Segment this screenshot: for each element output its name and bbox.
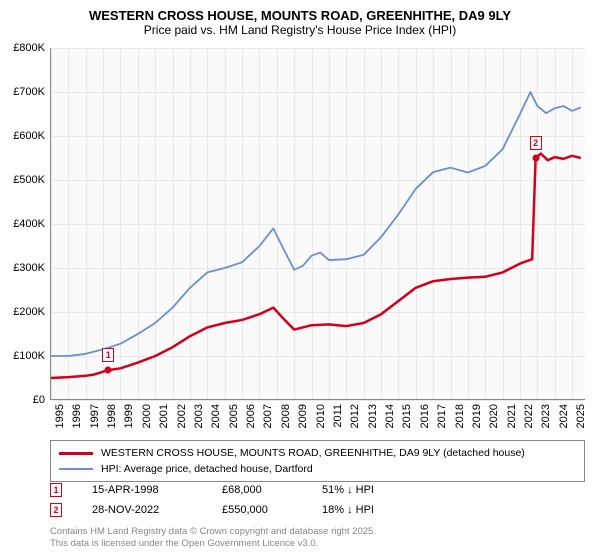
x-tick-label: 1999 (123, 404, 135, 434)
table-price: £68,000 (222, 484, 322, 496)
sale-marker-box: 1 (102, 348, 114, 362)
x-tick-label: 2024 (558, 404, 570, 434)
x-tick-label: 1998 (106, 404, 118, 434)
x-tick-label: 2021 (506, 404, 518, 434)
x-tick-label: 2008 (280, 404, 292, 434)
x-tick-label: 2010 (315, 404, 327, 434)
x-tick-label: 2011 (332, 404, 344, 434)
x-tick-label: 2019 (471, 404, 483, 434)
title-block: WESTERN CROSS HOUSE, MOUNTS ROAD, GREENH… (0, 0, 600, 41)
y-tick-label: £300K (5, 262, 45, 274)
x-tick-label: 2025 (575, 404, 587, 434)
x-tick-label: 2001 (158, 404, 170, 434)
y-tick-label: £600K (5, 130, 45, 142)
footer-line2: This data is licensed under the Open Gov… (50, 538, 585, 550)
legend-row: HPI: Average price, detached house, Dart… (59, 461, 576, 477)
x-tick-label: 2003 (193, 404, 205, 434)
table-pct: 51% ↓ HPI (322, 484, 402, 496)
y-tick-label: £0 (5, 394, 45, 406)
table-marker-box: 2 (50, 503, 62, 517)
table-row: 2 28-NOV-2022£550,00018% ↓ HPI (50, 500, 585, 520)
title-line1: WESTERN CROSS HOUSE, MOUNTS ROAD, GREENH… (10, 8, 590, 23)
x-tick-label: 2002 (176, 404, 188, 434)
table-price: £550,000 (222, 504, 322, 516)
legend-swatch (59, 468, 93, 470)
y-tick-label: £700K (5, 86, 45, 98)
x-tick-label: 2022 (523, 404, 535, 434)
footer-attribution: Contains HM Land Registry data © Crown c… (50, 526, 585, 551)
chart-container: WESTERN CROSS HOUSE, MOUNTS ROAD, GREENH… (0, 0, 600, 560)
legend-swatch (59, 452, 93, 455)
x-tick-label: 2013 (367, 404, 379, 434)
x-tick-label: 2015 (401, 404, 413, 434)
footer-line1: Contains HM Land Registry data © Crown c… (50, 526, 585, 538)
title-line2: Price paid vs. HM Land Registry's House … (10, 23, 590, 37)
x-tick-label: 2007 (262, 404, 274, 434)
x-tick-label: 1995 (54, 404, 66, 434)
series-red (51, 154, 581, 378)
x-tick-label: 2000 (141, 404, 153, 434)
legend-label: HPI: Average price, detached house, Dart… (101, 463, 313, 475)
x-tick-label: 2017 (436, 404, 448, 434)
x-tick-label: 2014 (384, 404, 396, 434)
x-tick-label: 2004 (210, 404, 222, 434)
table-row: 1 15-APR-1998£68,00051% ↓ HPI (50, 480, 585, 500)
legend-box: WESTERN CROSS HOUSE, MOUNTS ROAD, GREENH… (50, 440, 585, 482)
y-tick-label: £800K (5, 42, 45, 54)
x-tick-label: 2020 (488, 404, 500, 434)
gridline-h (51, 400, 585, 401)
line-series-svg (51, 48, 585, 399)
x-tick-label: 2012 (349, 404, 361, 434)
sale-dot (105, 367, 112, 374)
x-tick-label: 2009 (297, 404, 309, 434)
table-pct: 18% ↓ HPI (322, 504, 402, 516)
y-tick-label: £500K (5, 174, 45, 186)
x-tick-label: 2018 (454, 404, 466, 434)
x-tick-label: 2016 (419, 404, 431, 434)
legend-label: WESTERN CROSS HOUSE, MOUNTS ROAD, GREENH… (101, 447, 525, 459)
y-tick-label: £100K (5, 350, 45, 362)
x-tick-label: 2006 (245, 404, 257, 434)
y-tick-label: £400K (5, 218, 45, 230)
table-date: 28-NOV-2022 (92, 504, 222, 516)
series-blue (51, 92, 581, 356)
x-tick-label: 1996 (71, 404, 83, 434)
x-tick-label: 2023 (540, 404, 552, 434)
y-tick-label: £200K (5, 306, 45, 318)
plot-area: 12 (50, 48, 585, 400)
legend-row: WESTERN CROSS HOUSE, MOUNTS ROAD, GREENH… (59, 445, 576, 461)
x-tick-label: 1997 (89, 404, 101, 434)
sales-table: 1 15-APR-1998£68,00051% ↓ HPI 2 28-NOV-2022… (50, 480, 585, 520)
sale-dot (532, 155, 539, 162)
sale-marker-box: 2 (530, 136, 542, 150)
table-marker-box: 1 (50, 483, 62, 497)
x-tick-label: 2005 (228, 404, 240, 434)
table-date: 15-APR-1998 (92, 484, 222, 496)
